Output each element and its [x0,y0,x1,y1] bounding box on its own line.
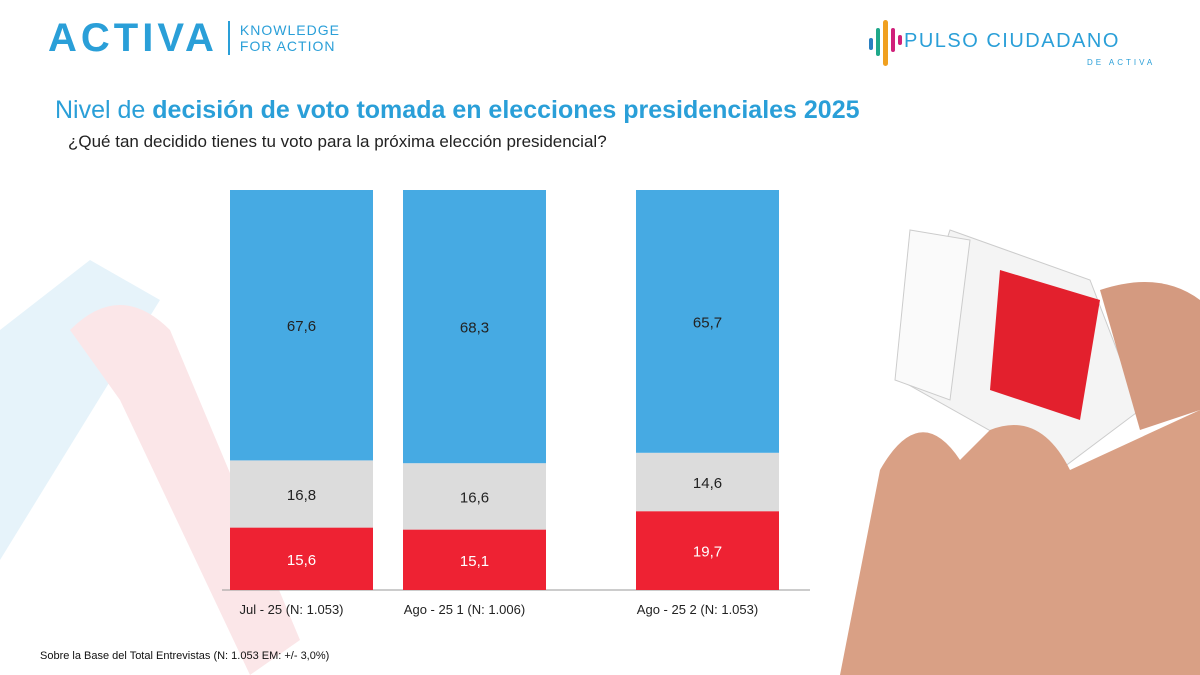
pulso-name: PULSO CIUDADANO [904,30,1120,52]
data-label: 68,3 [460,320,489,337]
logo-divider [227,21,230,55]
bar-segment [636,190,779,453]
bar-segment [403,463,546,530]
pulso-sub: DE ACTIVA [1087,58,1156,67]
logo-tagline-1: KNOWLEDGE [239,22,340,38]
data-label: 15,6 [287,552,316,569]
bar-segment [230,190,373,461]
question-subtitle: ¿Qué tan decidido tienes tu voto para la… [68,132,607,151]
stacked-bar-chart: 15,6 16,8 67,6 Jul - 25 (N: 1.053) 15,1 16,6 6… [222,190,810,617]
activa-wordmark: ACTIVA [48,16,218,60]
logo-tagline-2: FOR ACTION [239,38,336,54]
bar-segment [230,527,373,590]
bar-segment [230,460,373,528]
title-prefix: Nivel de [55,96,153,124]
ballot-photo [840,229,1200,675]
bar-segment [403,190,546,464]
data-label: 19,7 [693,544,722,561]
footnote: Sobre la Base del Total Entrevistas (N: … [40,650,330,662]
data-label: 16,6 [460,489,489,506]
bar-segment [403,529,546,590]
data-label: 16,8 [287,487,316,504]
bar-segment [636,452,779,512]
page-title: Nivel de decisión de voto tomada en elec… [55,96,860,125]
pulse-bars-icon [869,20,902,66]
data-label: 65,7 [693,314,722,331]
activa-logo: ACTIVA KNOWLEDGE FOR ACTION [48,18,340,58]
data-label: 14,6 [693,475,722,492]
x-tick-label: Ago - 25 2 (N: 1.053) [637,602,758,617]
data-label: 15,1 [460,553,489,570]
x-tick-label: Ago - 25 1 (N: 1.006) [404,602,525,617]
title-bold: decisión de voto tomada en elecciones pr… [152,96,860,124]
bar-segment [636,511,779,590]
x-tick-label: Jul - 25 (N: 1.053) [239,602,343,617]
data-label: 67,6 [287,318,316,335]
